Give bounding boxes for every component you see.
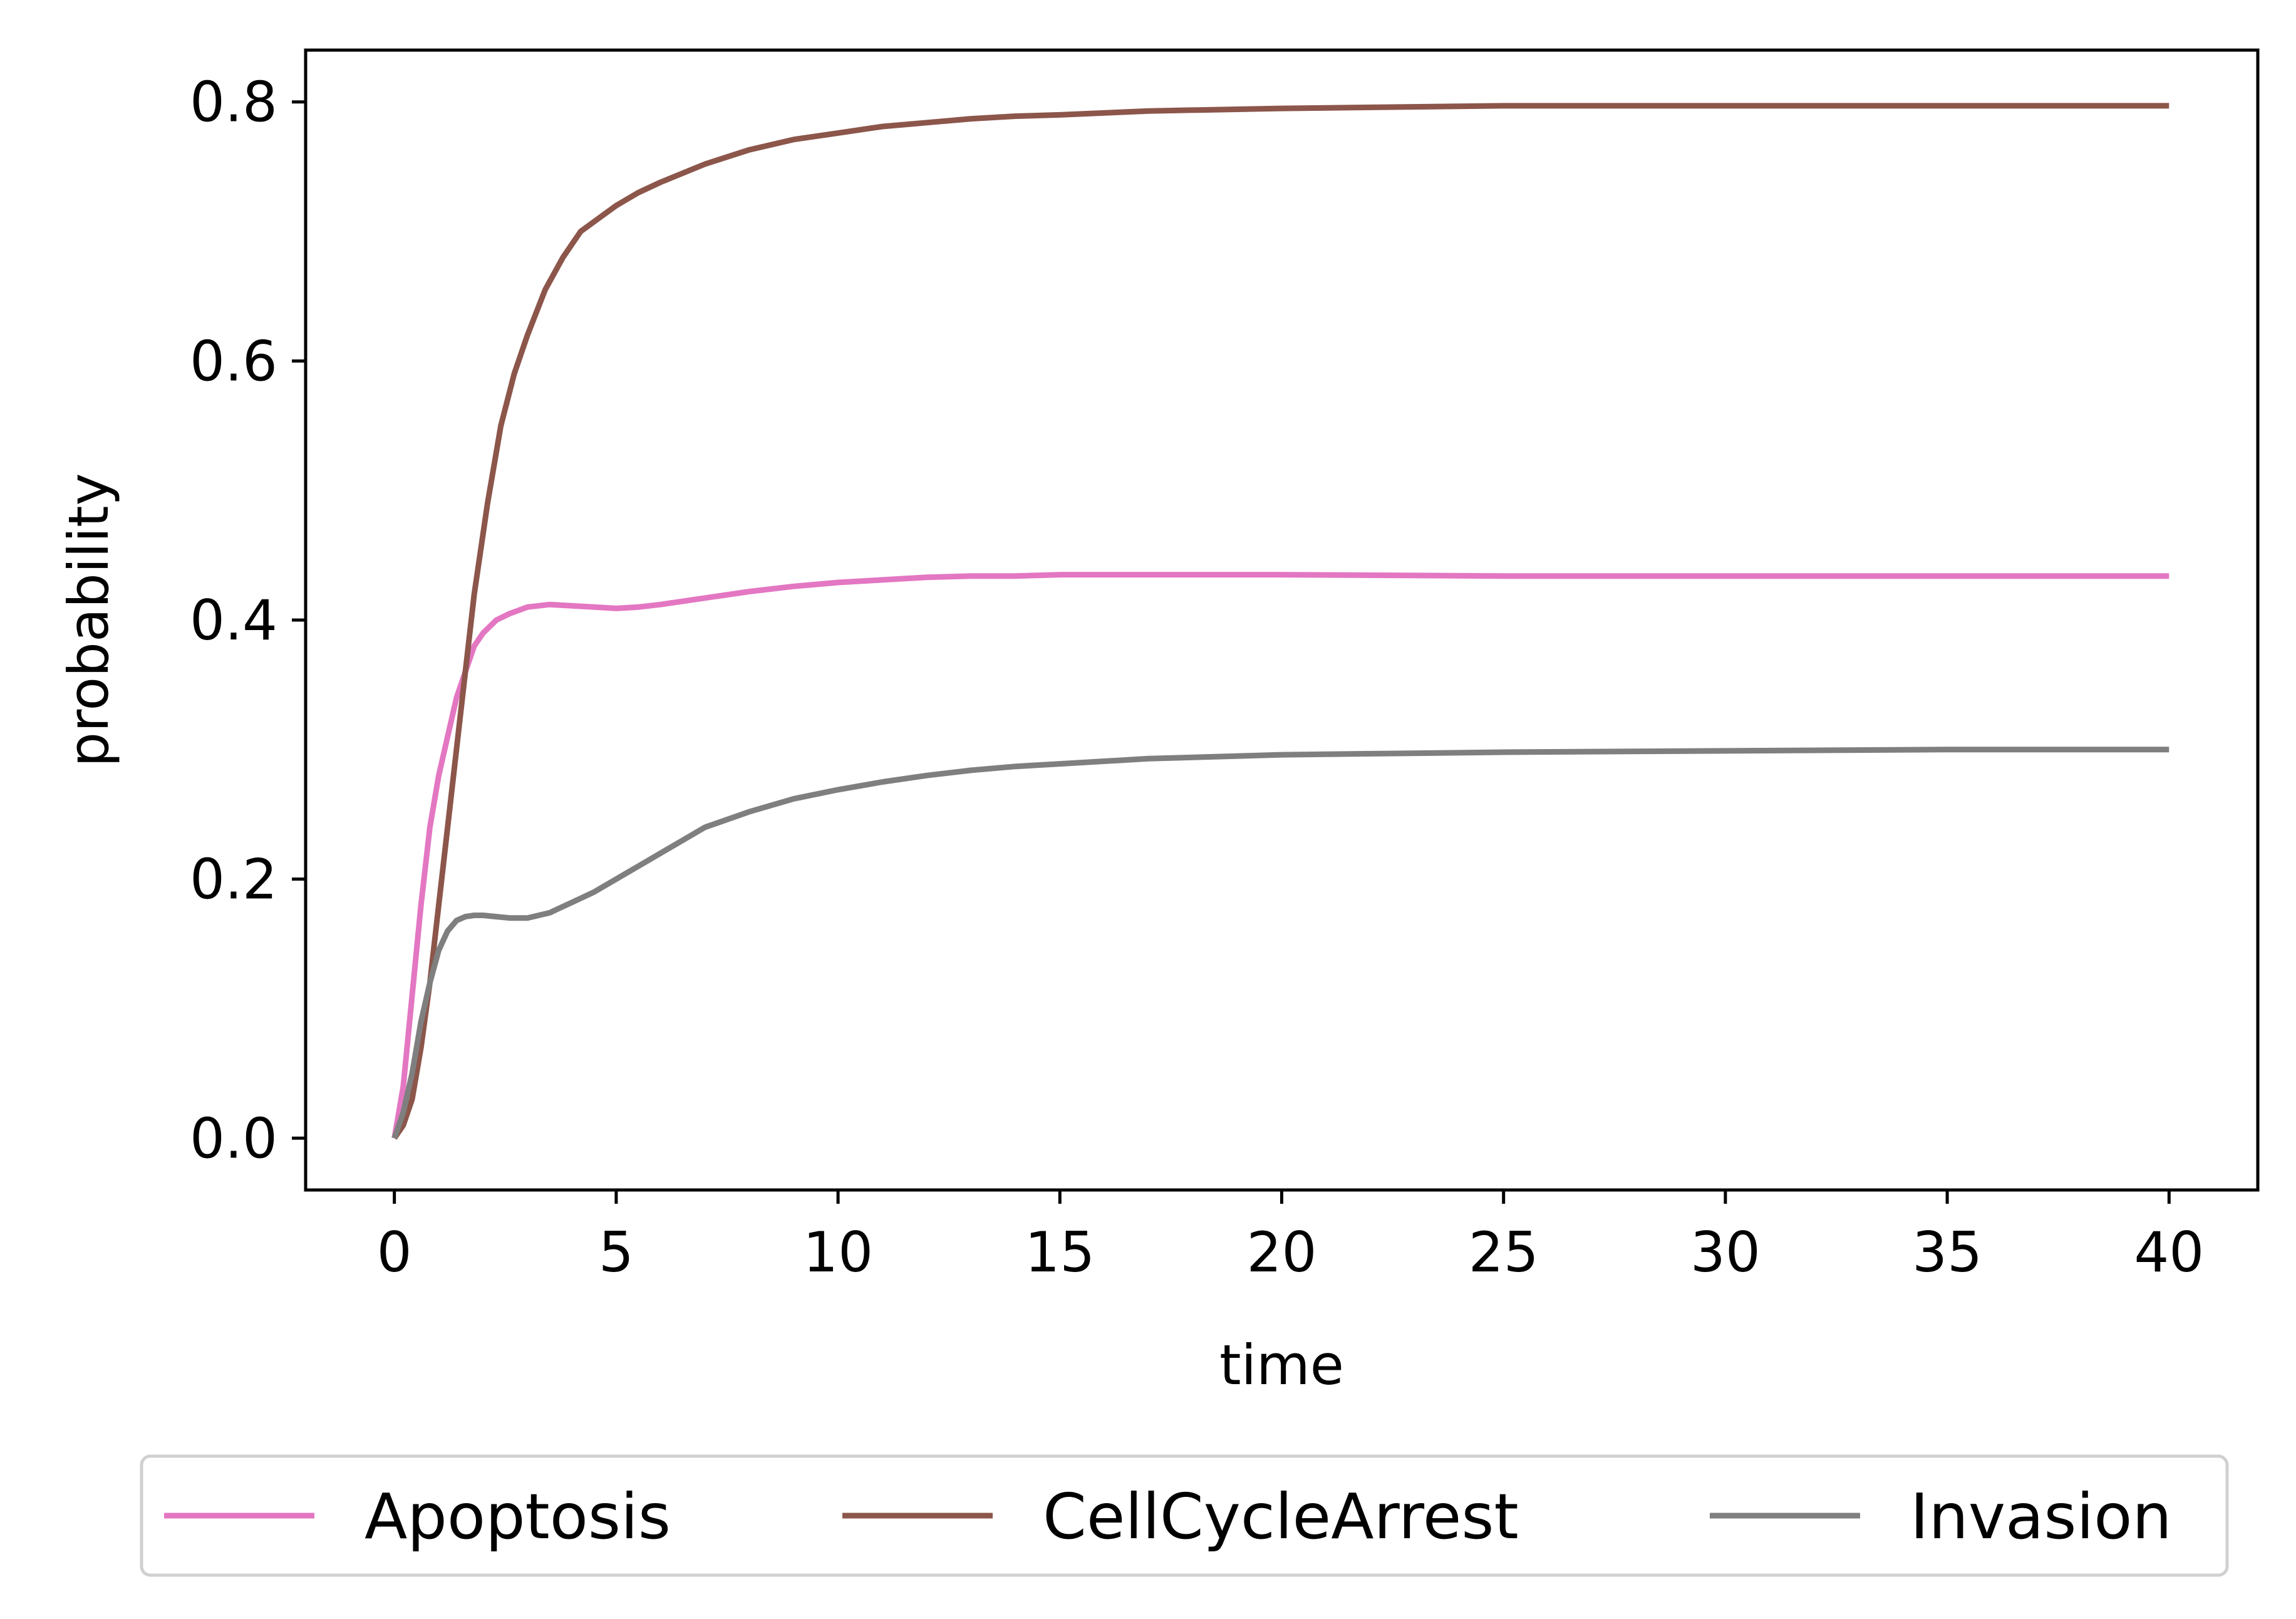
y-axis-ticks: 0.0 0.2 0.4 0.6 0.8: [190, 70, 306, 1171]
series-line-invasion: [391, 747, 2169, 1139]
x-axis-ticks: 0 5 10 15 20 25 30 35 40: [377, 1190, 2204, 1285]
y-axis-label: probability: [56, 473, 121, 767]
x-tick-label: 40: [2134, 1220, 2204, 1285]
x-tick-label: 30: [1690, 1220, 1761, 1285]
legend-label-cellcyclearrest: CellCycleArrest: [1043, 1480, 1519, 1553]
x-tick-label: 25: [1469, 1220, 1539, 1285]
legend-label-invasion: Invasion: [1910, 1480, 2172, 1553]
x-tick-label: 35: [1912, 1220, 1982, 1285]
series-layer: [391, 103, 2169, 1140]
x-tick-label: 10: [803, 1220, 873, 1285]
legend: Apoptosis CellCycleArrest Invasion: [140, 1454, 2229, 1577]
series-line-cellcyclearrest: [391, 103, 2169, 1140]
x-tick-label: 20: [1247, 1220, 1317, 1285]
y-tick-label: 0.6: [190, 329, 277, 393]
legend-label-apoptosis: Apoptosis: [365, 1480, 671, 1553]
y-tick-label: 0.8: [190, 70, 277, 135]
series-line-apoptosis: [391, 572, 2169, 1139]
y-tick-label: 0.4: [190, 588, 277, 653]
y-tick-label: 0.2: [190, 847, 277, 912]
y-tick-label: 0.0: [190, 1106, 277, 1171]
x-axis-label: time: [1219, 1333, 1344, 1397]
x-tick-label: 0: [377, 1220, 412, 1285]
x-tick-label: 15: [1025, 1220, 1095, 1285]
x-tick-label: 5: [599, 1220, 634, 1285]
legend-box: [140, 1454, 2229, 1577]
